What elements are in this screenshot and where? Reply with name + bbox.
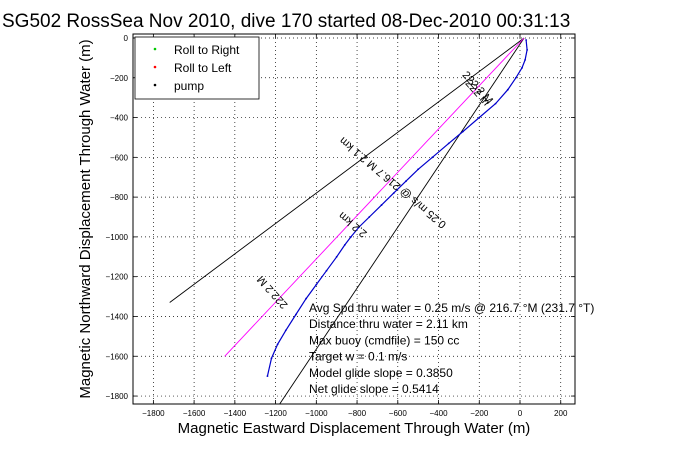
legend-label: Roll to Left xyxy=(174,61,232,75)
glider-track xyxy=(266,39,529,378)
stats-line: Net glide slope = 0.5414 xyxy=(309,382,439,396)
y-tick-label: 0 xyxy=(124,34,129,43)
grid xyxy=(133,34,575,404)
track-point xyxy=(462,130,464,133)
track-point xyxy=(515,76,517,79)
stats-line: Model glide slope = 0.3850 xyxy=(309,366,453,380)
y-ticks: 0 −200 −400 −600 −800 −1000 −1200 −1400 −1600 −18… xyxy=(106,34,575,401)
y-tick-label: −1400 xyxy=(106,312,129,321)
y-axis-label: Magnetic Northward Displacement Through … xyxy=(77,39,94,398)
track-point xyxy=(526,49,529,51)
chart-title: SG502 RossSea Nov 2010, dive 170 started… xyxy=(2,11,570,32)
track-point xyxy=(266,375,269,378)
legend-marker xyxy=(153,47,157,51)
x-tick-label: −1600 xyxy=(183,409,206,418)
track-point xyxy=(358,226,360,228)
x-tick-label: −1000 xyxy=(305,409,328,418)
x-tick-label: −800 xyxy=(348,409,367,418)
track-point xyxy=(350,236,352,238)
envelope-line xyxy=(169,37,525,303)
x-tick-label: −1800 xyxy=(142,409,165,418)
y-tick-label: −200 xyxy=(110,74,129,83)
track-point xyxy=(343,243,346,246)
track-point xyxy=(380,204,383,206)
plot-frame xyxy=(132,33,576,405)
x-ticks: −1800 −1600 −1400 −1200 −1000 −800 −600 −400 −20… xyxy=(142,34,568,418)
y-tick-label: −1200 xyxy=(106,273,129,282)
track-point xyxy=(447,142,450,145)
track-point xyxy=(284,329,287,332)
y-tick-label: −1600 xyxy=(106,352,129,361)
track-point xyxy=(325,269,328,272)
track-point xyxy=(270,357,273,360)
track-point xyxy=(405,180,407,183)
track-point xyxy=(521,66,523,69)
course-envelopes xyxy=(169,37,525,405)
track-point xyxy=(494,102,497,105)
track-point xyxy=(417,168,420,171)
y-tick-label: −600 xyxy=(110,153,129,162)
legend-marker xyxy=(153,83,157,87)
x-tick-label: −200 xyxy=(470,409,489,418)
y-tick-label: −800 xyxy=(110,193,129,202)
x-tick-label: 0 xyxy=(518,409,523,418)
track-point xyxy=(335,255,338,258)
stats-line: Distance thru water = 2.11 km xyxy=(309,317,468,331)
legend-marker xyxy=(153,65,157,69)
track-point xyxy=(478,116,481,119)
track-point xyxy=(525,39,528,41)
x-tick-label: −1200 xyxy=(264,409,287,418)
x-tick-label: −400 xyxy=(430,409,449,418)
x-axis-label: Magnetic Eastward Displacement Through W… xyxy=(178,420,531,437)
envelope-line xyxy=(279,37,525,405)
stats-text: Avg Spd thru water = 0.25 m/s @ 216.7 °M… xyxy=(309,301,594,396)
track-point xyxy=(315,283,318,286)
track-point xyxy=(295,313,297,316)
track-line xyxy=(266,39,528,377)
track-point xyxy=(276,343,279,346)
track-point xyxy=(305,297,308,300)
heading-line xyxy=(224,37,525,357)
legend-label: Roll to Right xyxy=(174,43,240,57)
y-tick-label: −400 xyxy=(110,114,129,123)
legend-label: pump xyxy=(174,79,204,93)
stats-line: Target w = 0.1 m/s xyxy=(309,350,407,364)
y-tick-label: −1800 xyxy=(106,392,129,401)
track-point xyxy=(392,192,395,195)
track-point xyxy=(431,156,434,159)
track-point xyxy=(506,88,509,91)
stats-line: Max buoy (cmdfile) = 150 cc xyxy=(309,333,459,347)
x-tick-label: 200 xyxy=(554,409,568,418)
track-point xyxy=(524,58,526,61)
x-tick-label: −1400 xyxy=(224,409,247,418)
heading-line-series xyxy=(224,37,525,357)
y-tick-label: −1000 xyxy=(106,233,129,242)
stats-line: Avg Spd thru water = 0.25 m/s @ 216.7 °M… xyxy=(309,301,594,315)
legend: Roll to Right Roll to Left pump xyxy=(134,36,260,100)
x-tick-label: −600 xyxy=(389,409,408,418)
track-point xyxy=(368,216,371,218)
